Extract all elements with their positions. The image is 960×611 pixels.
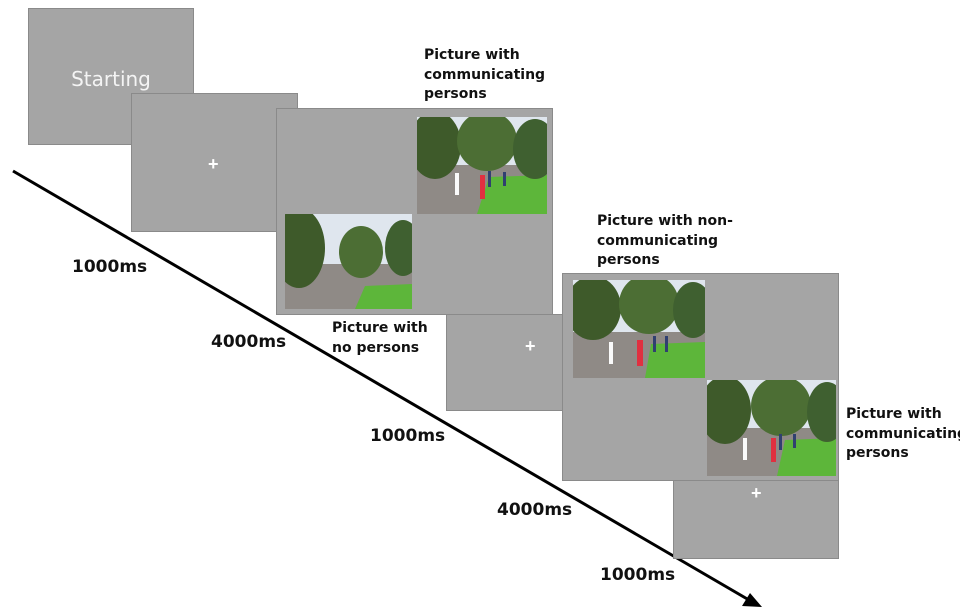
fixation-cross: + bbox=[751, 483, 762, 503]
fixation-cross: + bbox=[525, 336, 536, 356]
caption-trial2-non-communicating: Picture with non-communicating persons bbox=[597, 213, 733, 268]
caption-trial1-no-persons: Picture with no persons bbox=[332, 320, 428, 356]
duration-4: 4000ms bbox=[497, 500, 573, 520]
duration-1: 1000ms bbox=[72, 257, 148, 277]
duration-2: 4000ms bbox=[211, 332, 287, 352]
duration-3: 1000ms bbox=[370, 426, 446, 446]
caption-trial2-communicating: Picture with communicating persons bbox=[846, 406, 960, 461]
fixation-screen-1: + bbox=[131, 93, 298, 232]
starting-label: Starting bbox=[71, 67, 151, 91]
communicating-persons-photo bbox=[707, 380, 836, 476]
fixation-cross: + bbox=[208, 154, 219, 174]
non-communicating-persons-photo bbox=[573, 280, 705, 378]
duration-5: 1000ms bbox=[600, 565, 676, 585]
fixation-screen-2: + bbox=[446, 314, 563, 411]
no-persons-photo bbox=[285, 214, 412, 309]
communicating-persons-photo bbox=[417, 117, 547, 214]
stimulus-screen-2 bbox=[562, 273, 839, 481]
caption-trial1-communicating: Picture with communicating persons bbox=[424, 47, 546, 102]
fixation-screen-3: + bbox=[673, 480, 839, 559]
stimulus-screen-1 bbox=[276, 108, 553, 315]
